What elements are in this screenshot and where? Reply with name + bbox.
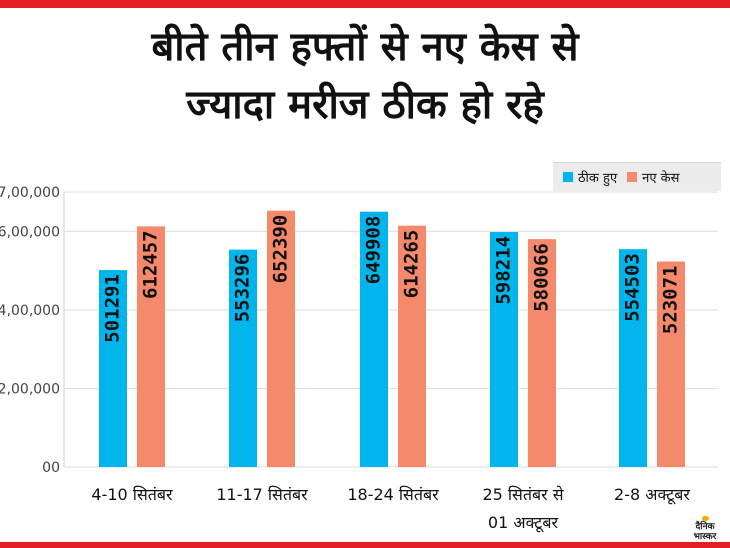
bar-recovered [490,231,518,467]
y-tick-label: 00 [42,460,60,476]
data-label-recovered: 501291 [102,274,124,343]
legend-label-recovered: ठीक हुए [578,171,618,186]
category-label: 2-8 अक्टूबर [614,485,690,505]
legend-swatch-new-cases [627,172,638,182]
data-label-new-cases: 523071 [660,266,682,335]
logo-line-2: भास्कर [693,532,717,542]
y-tick-label: 4,00,000 [0,303,60,319]
top-red-bar [0,0,730,8]
bar-new-cases [657,261,685,467]
bar-new-cases [267,210,295,468]
data-label-recovered: 553296 [232,254,254,323]
legend-item-new-cases: नए केस [627,168,679,186]
grid-lines [63,191,718,468]
y-tick-label: 6,00,000 [0,224,60,240]
data-label-new-cases: 652390 [270,215,292,284]
bar-recovered [619,249,647,467]
legend-item-recovered: ठीक हुए [563,168,617,186]
data-label-recovered: 554503 [622,253,644,322]
data-label-new-cases: 612457 [140,230,162,299]
category-label: 11-17 सितंबर [216,485,308,504]
category-label: 01 अक्टूबर [488,513,559,533]
category-label: 18-24 सितंबर [347,485,439,504]
data-label-recovered: 649908 [363,216,385,285]
category-label: 4-10 सितंबर [91,485,173,504]
y-tick-label: 2,00,000 [0,381,60,397]
legend: ठीक हुए नए केस [553,162,721,191]
legend-swatch-recovered [563,172,573,182]
legend-label-new-cases: नए केस [642,171,680,186]
bar-new-cases [398,225,426,467]
y-axis-ticks: 00 2,00,000 4,00,000 6,00,000 7,00,000 [0,185,60,476]
bar-new-cases [528,239,556,467]
data-label-new-cases: 614265 [401,230,423,299]
data-labels: 501291 553296 649908 598214 554503 612457 6523… [102,215,682,343]
title-line-2: ज्यादा मरीज ठीक हो रहे [186,82,544,128]
bar-recovered [99,270,127,467]
bar-new-cases [137,226,165,467]
bar-recovered [360,211,388,467]
sun-icon [701,516,709,521]
title-line-1: बीते तीन हफ्तों से नए केस से [151,24,579,70]
bottom-red-bar [0,542,730,548]
chart-title: बीते तीन हफ्तों से नए केस से ज्यादा मरीज… [0,18,730,134]
y-tick-label: 7,00,000 [0,185,60,201]
category-label: 25 सितंबर से [482,485,564,504]
data-label-new-cases: 580066 [531,243,553,312]
bar-recovered [229,249,257,467]
bars [99,210,685,468]
dainik-bhaskar-logo: दैनिक भास्कर [688,516,722,542]
logo-line-1: दैनिक [695,522,715,532]
data-label-recovered: 598214 [493,236,515,305]
x-axis-categories: 4-10 सितंबर 11-17 सितंबर 18-24 सितंबर 25 सि… [91,485,690,533]
